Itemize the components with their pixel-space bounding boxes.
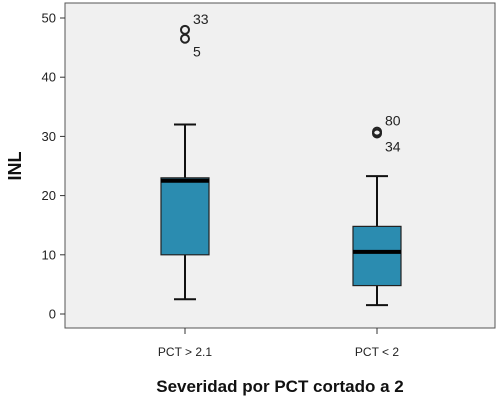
outlier-label: 33: [193, 11, 209, 27]
iqr-box: [160, 177, 210, 256]
outlier-label: 80: [385, 113, 401, 129]
box-group: 80 34: [352, 113, 402, 307]
y-axis-title: INL: [5, 152, 25, 181]
y-tick-label: 20: [42, 188, 56, 203]
iqr-box: [352, 225, 402, 287]
y-tick-label: 30: [42, 129, 56, 144]
x-tick-label: PCT < 2: [355, 345, 399, 359]
y-tick-label: 10: [42, 247, 56, 262]
x-axis: PCT > 2.1 PCT < 2: [158, 328, 399, 359]
box-group: 33 5: [160, 11, 210, 301]
plot-area: [64, 2, 496, 329]
outlier-label: 34: [385, 138, 401, 154]
outlier-point: [372, 128, 382, 139]
y-tick-label: 0: [49, 307, 56, 322]
y-tick-label: 50: [42, 11, 56, 26]
outlier-point: [180, 33, 190, 44]
x-tick-label: PCT > 2.1: [158, 345, 212, 359]
boxes: 33 5 80 34: [160, 11, 402, 307]
x-axis-title: Severidad por PCT cortado a 2: [156, 377, 404, 396]
outlier-label: 5: [193, 44, 201, 60]
y-tick-label: 40: [42, 70, 56, 85]
y-axis: 0 10 20 30 40 50: [42, 11, 65, 322]
